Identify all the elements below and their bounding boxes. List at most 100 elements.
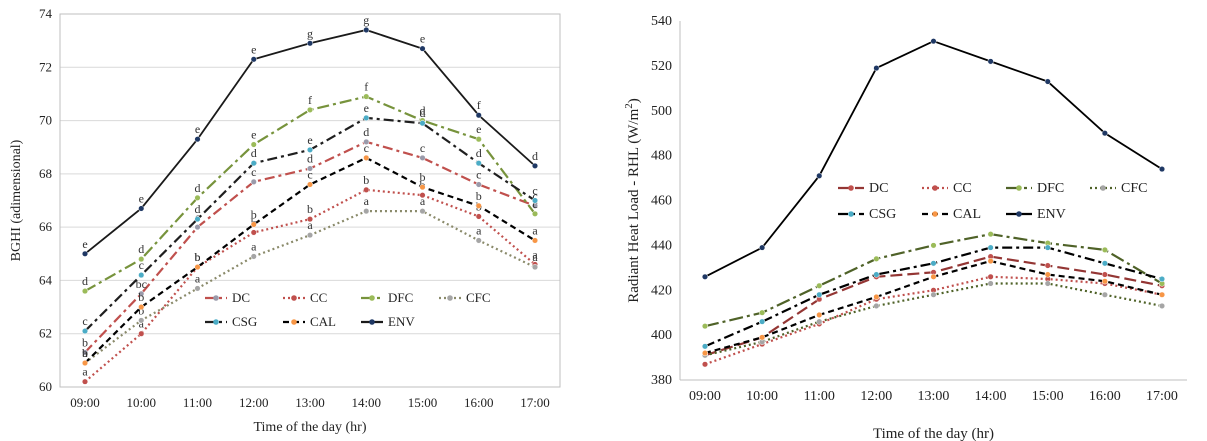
data-point	[419, 120, 426, 127]
data-point	[81, 288, 89, 295]
data-point	[759, 334, 766, 341]
data-point	[1044, 262, 1051, 269]
point-letter-label: b	[82, 346, 88, 360]
x-tick-label: 16:00	[464, 395, 494, 410]
data-point	[419, 45, 426, 52]
y-tick-label: 380	[651, 373, 672, 388]
data-point	[363, 138, 370, 145]
series-cc	[701, 273, 1166, 368]
point-letter-label: b	[82, 335, 88, 349]
data-point	[930, 242, 937, 249]
data-point	[475, 160, 482, 167]
data-point	[475, 237, 482, 244]
data-point	[138, 304, 145, 311]
data-point	[987, 231, 994, 238]
legend-label: CC	[310, 290, 327, 305]
chart-2: 380 400 420 440 460 480 500 520 540 09:00 10:00 11:…	[623, 14, 1187, 441]
point-letter-label: c	[532, 184, 537, 198]
point-letter-label: c	[532, 189, 537, 203]
data-point	[1044, 78, 1051, 85]
data-point	[816, 172, 823, 179]
data-point	[987, 273, 994, 280]
point-letter-label: b	[307, 202, 313, 216]
series-line	[704, 246, 1163, 348]
data-point	[419, 184, 426, 191]
point-letter-label: d	[420, 106, 426, 120]
y-tick-label: 74	[39, 6, 53, 21]
point-letter-label: d	[363, 125, 369, 139]
y-tick-label: 540	[651, 14, 672, 29]
y-tick-label: 70	[39, 113, 52, 128]
data-point	[873, 255, 880, 262]
series-csg	[701, 244, 1166, 350]
data-point	[701, 323, 709, 330]
legend-marker	[848, 185, 854, 191]
point-letter-label: b	[420, 170, 426, 184]
data-point	[250, 160, 257, 167]
data-point	[1158, 166, 1166, 173]
point-letter-label: a	[532, 223, 538, 237]
data-point	[475, 202, 482, 209]
data-point	[250, 229, 257, 236]
y-tick-label: 520	[651, 59, 672, 74]
legend-label: CAL	[953, 207, 981, 222]
data-point	[531, 210, 539, 217]
data-point	[930, 260, 937, 267]
data-point	[816, 282, 823, 289]
x-tick-label: 15:00	[408, 395, 438, 410]
point-letter-label: a	[420, 194, 426, 208]
y-tick-label: 60	[39, 379, 52, 394]
data-point	[873, 302, 880, 310]
point-letter-label: a	[82, 365, 88, 379]
point-letter-label: e	[420, 32, 425, 46]
point-letter-label: f	[308, 93, 312, 107]
point-letter-label: e	[195, 122, 200, 136]
data-point	[306, 40, 314, 47]
data-point	[701, 350, 709, 357]
point-letter-label: d	[420, 104, 426, 118]
data-point	[873, 293, 880, 301]
series-dc	[701, 253, 1166, 359]
y-tick-label: 68	[39, 166, 52, 181]
point-letter-label: c	[251, 165, 256, 179]
legend-item-cal: CAL	[283, 314, 336, 329]
point-letter-label: d	[138, 242, 144, 256]
point-letter-label: a	[364, 194, 370, 208]
data-point	[363, 26, 370, 34]
series-dfc	[701, 231, 1166, 330]
point-letter-label: b	[363, 173, 369, 187]
data-point	[873, 65, 880, 72]
data-point	[1044, 244, 1051, 251]
data-point	[138, 256, 145, 263]
data-point	[419, 154, 426, 161]
y-tick-label: 62	[39, 326, 52, 341]
data-point	[419, 208, 426, 215]
legend-item-cc: CC	[283, 290, 327, 305]
data-point	[194, 216, 201, 223]
data-point	[363, 208, 370, 215]
x-axis-title: Time of the day (hr)	[873, 426, 994, 441]
series-line	[704, 40, 1163, 278]
y-tick-label: 64	[39, 272, 53, 287]
point-letter-label: c	[532, 197, 537, 211]
point-letter-label: a	[307, 218, 313, 232]
point-letter-label: f	[364, 80, 368, 94]
data-point	[194, 224, 201, 231]
point-letter-label: c	[82, 314, 87, 328]
x-tick-label: 12:00	[860, 389, 892, 404]
data-point	[194, 285, 201, 292]
legend-item-env: ENV	[1006, 207, 1066, 222]
data-point	[306, 106, 314, 113]
data-point	[306, 165, 314, 172]
data-point	[816, 311, 823, 318]
point-letter-label: b	[476, 189, 482, 203]
y-tick-label: 500	[651, 104, 672, 119]
legend-item-csg: CSG	[205, 314, 257, 329]
legend-item-cc: CC	[922, 181, 972, 196]
y-tick-label: 66	[39, 219, 53, 234]
data-point	[475, 181, 482, 188]
